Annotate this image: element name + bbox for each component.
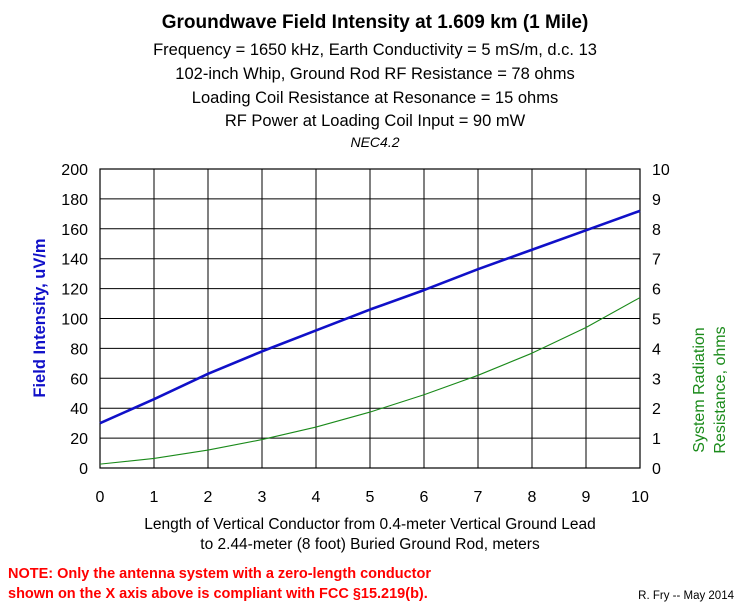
y-right-tick-label: 1 xyxy=(652,431,661,448)
x-axis-label-line1: Length of Vertical Conductor from 0.4-me… xyxy=(144,516,596,533)
y-axis-right-label-line1: System Radiation xyxy=(691,327,708,452)
y-axis-right-label-line2: Resistance, ohms xyxy=(712,326,729,453)
chart-title: Groundwave Field Intensity at 1.609 km (… xyxy=(161,12,589,33)
subtitle-nec: NEC4.2 xyxy=(350,134,400,150)
fcc-note-line1: NOTE: Only the antenna system with a zer… xyxy=(8,566,431,582)
y-left-tick-label: 120 xyxy=(61,282,88,299)
x-axis-label-line2: to 2.44-meter (8 foot) Buried Ground Rod… xyxy=(200,536,540,553)
y-axis-left-label: Field Intensity, uV/m xyxy=(31,238,49,397)
x-tick-label: 9 xyxy=(582,489,591,506)
x-tick-label: 2 xyxy=(204,489,213,506)
plot-frame xyxy=(99,168,641,469)
fcc-note-line2: shown on the X axis above is compliant w… xyxy=(8,586,428,602)
subtitle-coil-resistance: Loading Coil Resistance at Resonance = 1… xyxy=(191,89,559,107)
y-right-tick-label: 0 xyxy=(652,461,661,478)
y-right-tick-label: 9 xyxy=(652,192,661,209)
x-tick-label: 7 xyxy=(474,489,483,506)
x-tick-label: 6 xyxy=(420,489,429,506)
y-right-tick-label: 10 xyxy=(652,162,670,179)
y-left-tick-label: 200 xyxy=(61,162,88,179)
y-right-tick-label: 2 xyxy=(652,401,661,418)
y-left-tick-label: 80 xyxy=(70,341,88,358)
y-right-tick-label: 3 xyxy=(652,371,661,388)
subtitle-whip: 102-inch Whip, Ground Rod RF Resistance … xyxy=(175,65,575,83)
author-credit: R. Fry -- May 2014 xyxy=(638,590,734,602)
y-right-tick-label: 6 xyxy=(652,282,661,299)
x-tick-label: 8 xyxy=(528,489,537,506)
x-tick-label: 3 xyxy=(258,489,267,506)
x-tick-label: 10 xyxy=(631,489,649,506)
axis-labels: Field Intensity, uV/m System Radiation Res… xyxy=(31,238,729,453)
y-left-tick-label: 60 xyxy=(70,371,88,388)
field-intensity-line xyxy=(99,209,641,425)
x-tick-label: 5 xyxy=(366,489,375,506)
y-right-tick-label: 5 xyxy=(652,312,661,329)
y-left-tick-label: 20 xyxy=(70,431,88,448)
x-tick-label: 4 xyxy=(312,489,321,506)
y-left-tick-label: 160 xyxy=(61,222,88,239)
radiation-resistance-line xyxy=(99,297,641,465)
subtitle-rf-power: RF Power at Loading Coil Input = 90 mW xyxy=(224,112,526,130)
y-right-tick-label: 8 xyxy=(652,222,661,239)
subtitle-frequency: Frequency = 1650 kHz, Earth Conductivity… xyxy=(153,41,597,59)
y-left-tick-label: 180 xyxy=(61,192,88,209)
y-left-tick-label: 100 xyxy=(61,312,88,329)
y-left-tick-label: 40 xyxy=(70,401,88,418)
x-tick-label: 1 xyxy=(150,489,159,506)
y-left-tick-label: 140 xyxy=(61,252,88,269)
grid xyxy=(99,168,641,469)
series-layer xyxy=(99,209,641,465)
tick-labels: 0 1 2 3 4 5 6 7 8 9 100204060801001201401601802000… xyxy=(61,162,670,506)
y-right-tick-label: 7 xyxy=(652,252,661,269)
y-right-tick-label: 4 xyxy=(652,341,661,358)
y-left-tick-label: 0 xyxy=(79,461,88,478)
x-tick-label: 0 xyxy=(96,489,105,506)
